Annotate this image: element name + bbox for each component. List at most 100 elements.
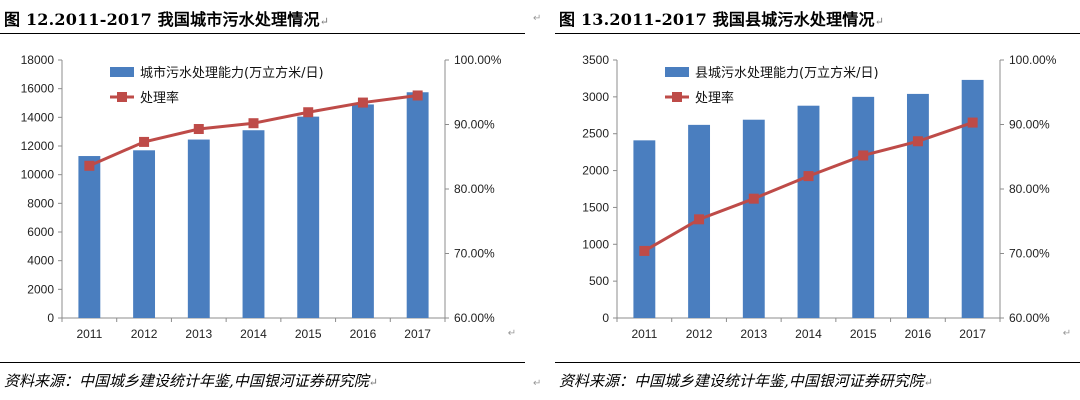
line-marker [803, 171, 814, 182]
legend-label-bar: 城市污水处理能力(万立方米/日) [140, 65, 324, 81]
right-axis-tick-label: 60.00% [454, 311, 495, 325]
bar [797, 105, 820, 319]
left-axis-tick-label: 2500 [582, 127, 609, 141]
left-axis-tick-label: 14000 [21, 110, 55, 124]
line-marker [303, 107, 314, 118]
legend-swatch-bar [665, 67, 689, 77]
x-axis-tick-label: 2013 [185, 327, 212, 340]
paragraph-mark-icon: ↵ [368, 376, 378, 389]
source-rule [0, 362, 525, 363]
legend-label-line: 处理率 [140, 90, 179, 106]
legend-label-line: 处理率 [695, 90, 734, 106]
x-axis-tick-label: 2015 [850, 327, 877, 340]
bar [906, 93, 929, 318]
x-axis-tick-label: 2015 [295, 327, 322, 340]
figure-13-panel: 图 13.2011-2017 我国县城污水处理情况↵ 0 500 1000 1500 2… [555, 0, 1080, 400]
right-axis-tick-label: 80.00% [1009, 182, 1050, 196]
left-axis-tick-label: 0 [47, 311, 54, 325]
line-marker [84, 160, 95, 171]
right-axis-tick-label: 70.00% [1009, 247, 1050, 261]
x-axis-tick-label: 2012 [131, 327, 158, 340]
line-marker [248, 118, 259, 129]
title-rule [0, 33, 525, 34]
figure-title: 图 12.2011-2017 我国城市污水处理情况↵ [4, 6, 329, 30]
bar [242, 130, 265, 318]
legend-swatch-marker [117, 92, 127, 102]
right-axis-tick-label: 80.00% [454, 182, 495, 196]
bar [351, 104, 374, 318]
line-marker [967, 117, 978, 128]
figure-title: 图 13.2011-2017 我国县城污水处理情况↵ [559, 6, 884, 30]
left-axis-tick-label: 8000 [27, 196, 54, 210]
right-axis-tick-label: 90.00% [454, 118, 495, 132]
x-axis-tick-label: 2011 [631, 327, 657, 340]
right-axis-tick-label: 90.00% [1009, 118, 1050, 132]
bar [406, 92, 429, 318]
legend-swatch-marker [672, 92, 682, 102]
line-marker [193, 124, 204, 135]
chart-city-wastewater: 0 2000 4000 6000 8000 10000 12000 14000 16000 180… [21, 53, 517, 340]
x-axis-tick-label: 2017 [959, 327, 986, 340]
paragraph-mark-icon: ↵ [1063, 328, 1071, 339]
right-axis-tick-label: 70.00% [454, 247, 495, 261]
left-axis-tick-label: 2000 [27, 282, 54, 296]
paragraph-mark-icon: ↵ [874, 15, 885, 28]
left-axis-tick-label: 4000 [27, 254, 54, 268]
x-axis-tick-label: 2017 [404, 327, 431, 340]
paragraph-mark-icon: ↵ [508, 328, 516, 339]
paragraph-mark-icon: ↵ [923, 376, 933, 389]
chart-county-wastewater: 0 500 1000 1500 2000 2500 3000 3500 60.00% 70.00%… [582, 53, 1071, 340]
x-axis-tick-label: 2011 [76, 327, 102, 340]
paragraph-mark-icon: ↵ [533, 378, 542, 389]
left-axis-tick-label: 0 [602, 311, 609, 325]
line-marker [357, 97, 368, 108]
bar [187, 139, 210, 318]
line-marker [694, 214, 705, 225]
source-text: 资料来源：中国城乡建设统计年鉴,中国银河证券研究院 [4, 372, 369, 390]
line-marker [639, 245, 650, 256]
left-axis-tick-label: 1000 [582, 237, 609, 251]
left-axis-tick-label: 1500 [582, 200, 609, 214]
left-axis-tick-label: 3500 [582, 53, 609, 67]
x-axis-tick-label: 2016 [905, 327, 932, 340]
x-axis-tick-label: 2013 [740, 327, 767, 340]
source-text: 资料来源：中国城乡建设统计年鉴,中国银河证券研究院 [559, 372, 924, 390]
bar [961, 79, 984, 318]
left-axis-tick-label: 2000 [582, 164, 609, 178]
left-axis-tick-label: 3000 [582, 90, 609, 104]
line-marker [139, 136, 150, 147]
left-axis-tick-label: 6000 [27, 225, 54, 239]
line-marker [912, 136, 923, 147]
x-axis-tick-label: 2014 [240, 327, 267, 340]
right-axis-tick-label: 100.00% [1009, 53, 1057, 67]
x-axis-tick-label: 2014 [795, 327, 822, 340]
left-axis-tick-label: 18000 [21, 53, 55, 67]
left-axis-tick-label: 10000 [21, 168, 55, 182]
legend-swatch-bar [110, 67, 134, 77]
bar [297, 116, 320, 318]
right-axis-tick-label: 100.00% [454, 53, 502, 67]
line-marker [858, 150, 869, 161]
bar [133, 150, 156, 318]
source-rule [555, 362, 1080, 363]
right-axis-tick-label: 60.00% [1009, 311, 1050, 325]
bar [852, 96, 875, 318]
source-note: 资料来源：中国城乡建设统计年鉴,中国银河证券研究院↵ [4, 370, 378, 391]
figure-12-panel: 图 12.2011-2017 我国城市污水处理情况↵ 0 2000 4000 6000… [0, 0, 525, 400]
left-axis-tick-label: 12000 [21, 139, 55, 153]
x-axis-tick-label: 2016 [350, 327, 377, 340]
line-marker [412, 90, 423, 101]
left-axis-tick-label: 500 [589, 274, 609, 288]
paragraph-mark-icon: ↵ [533, 13, 542, 24]
title-rule [555, 33, 1080, 34]
paragraph-mark-icon: ↵ [319, 15, 330, 28]
source-note: 资料来源：中国城乡建设统计年鉴,中国银河证券研究院↵ [559, 370, 933, 391]
bar [633, 140, 656, 318]
left-axis-tick-label: 16000 [21, 82, 55, 96]
line-marker [748, 193, 759, 204]
bar [78, 156, 101, 318]
x-axis-tick-label: 2012 [686, 327, 713, 340]
figure-title-text: 图 13.2011-2017 我国县城污水处理情况 [559, 10, 875, 29]
legend-label-bar: 县城污水处理能力(万立方米/日) [695, 65, 879, 81]
figure-title-text: 图 12.2011-2017 我国城市污水处理情况 [4, 10, 320, 29]
